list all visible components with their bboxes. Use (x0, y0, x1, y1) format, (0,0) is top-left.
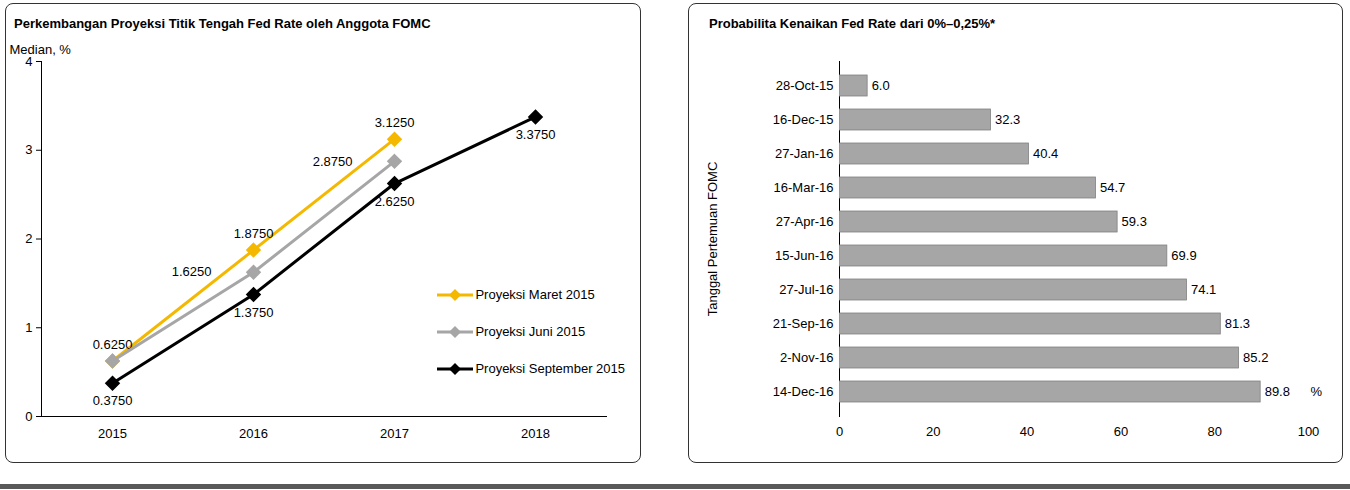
svg-text:0.6250: 0.6250 (93, 337, 133, 352)
svg-text:2.8750: 2.8750 (313, 154, 353, 169)
svg-text:69.9: 69.9 (1171, 248, 1196, 263)
svg-text:2016: 2016 (239, 426, 268, 441)
svg-text:60: 60 (1114, 424, 1128, 439)
svg-text:20: 20 (926, 424, 940, 439)
svg-text:1.6250: 1.6250 (172, 264, 212, 279)
svg-text:28-Oct-15: 28-Oct-15 (776, 78, 834, 93)
svg-text:Tanggal Pertemuan FOMC: Tanggal Pertemuan FOMC (705, 162, 720, 317)
html-text:Proyeksi Maret 2015: Proyeksi Maret 2015 (475, 287, 595, 302)
svg-text:59.3: 59.3 (1122, 214, 1147, 229)
svg-text:4: 4 (25, 53, 33, 69)
svg-text:1: 1 (25, 320, 32, 335)
svg-text:14-Dec-16: 14-Dec-16 (773, 384, 834, 399)
svg-text:2: 2 (25, 231, 32, 246)
svg-text:Median, %: Median, % (10, 42, 72, 57)
svg-text:85.2: 85.2 (1243, 350, 1268, 365)
svg-text:32.3: 32.3 (995, 112, 1020, 127)
svg-text:3.1250: 3.1250 (375, 115, 415, 130)
svg-text:6.0: 6.0 (872, 78, 890, 93)
html-text:Proyeksi September 2015: Proyeksi September 2015 (475, 361, 625, 376)
html-text:Proyeksi Juni 2015: Proyeksi Juni 2015 (475, 324, 586, 339)
svg-text:54.7: 54.7 (1100, 180, 1125, 195)
svg-text:1.3750: 1.3750 (234, 305, 274, 320)
svg-text:%: % (1311, 384, 1323, 399)
svg-text:2.6250: 2.6250 (375, 194, 415, 209)
svg-text:2017: 2017 (380, 426, 409, 441)
svg-text:16-Dec-15: 16-Dec-15 (773, 112, 834, 127)
svg-text:89.8: 89.8 (1265, 384, 1290, 399)
html-text:Perkembangan Proyeksi Titik Te: Perkembangan Proyeksi Titik Tengah Fed R… (14, 16, 431, 31)
svg-text:16-Mar-16: 16-Mar-16 (774, 180, 834, 195)
svg-text:21-Sep-16: 21-Sep-16 (773, 316, 834, 331)
svg-text:0.3750: 0.3750 (93, 393, 133, 408)
html-text:Probabilita Kenaikan Fed Rate: Probabilita Kenaikan Fed Rate dari 0%–0,… (709, 16, 996, 31)
svg-text:27-Jan-16: 27-Jan-16 (775, 146, 834, 161)
svg-text:81.3: 81.3 (1225, 316, 1250, 331)
svg-text:2-Nov-16: 2-Nov-16 (780, 350, 833, 365)
svg-text:40.4: 40.4 (1033, 146, 1058, 161)
svg-text:27-Jul-16: 27-Jul-16 (779, 282, 833, 297)
svg-text:40: 40 (1020, 424, 1034, 439)
svg-text:2015: 2015 (98, 426, 127, 441)
svg-text:15-Jun-16: 15-Jun-16 (775, 248, 834, 263)
svg-text:3.3750: 3.3750 (516, 127, 556, 142)
svg-text:0: 0 (25, 409, 32, 424)
svg-text:0: 0 (836, 424, 843, 439)
svg-text:3: 3 (25, 142, 32, 157)
svg-text:27-Apr-16: 27-Apr-16 (776, 214, 834, 229)
svg-text:2018: 2018 (521, 426, 550, 441)
svg-text:100: 100 (1298, 424, 1320, 439)
svg-text:74.1: 74.1 (1191, 282, 1216, 297)
svg-text:80: 80 (1207, 424, 1221, 439)
svg-text:1.8750: 1.8750 (234, 226, 274, 241)
